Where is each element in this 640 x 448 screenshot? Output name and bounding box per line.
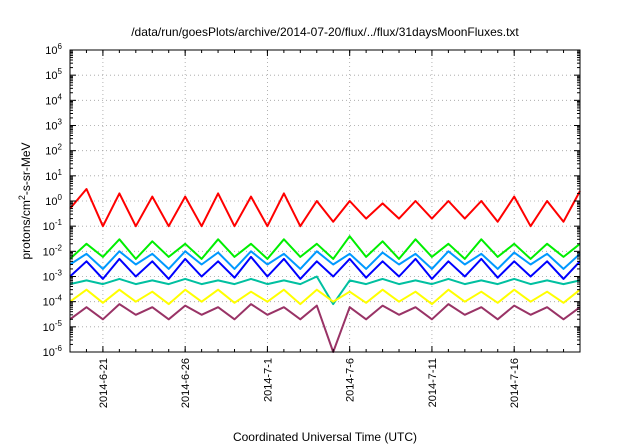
series-line-5 <box>69 275 581 306</box>
series-line-2 <box>69 235 581 260</box>
y-tick-label: 104 <box>45 92 62 107</box>
axis-ticks <box>69 49 581 353</box>
data-series <box>69 188 581 353</box>
series-line-3 <box>69 255 581 280</box>
y-tick-label: 10-2 <box>43 243 63 258</box>
series-line-1 <box>69 188 581 228</box>
y-tick-label: 10-5 <box>43 319 63 334</box>
chart-title: /data/run/goesPlots/archive/2014-07-20/f… <box>131 25 519 39</box>
x-tick-label: 2014-7-16 <box>509 358 521 408</box>
x-tick-label: 2014-7-6 <box>345 358 357 402</box>
x-tick-label: 2014-7-11 <box>427 358 439 407</box>
y-tick-label: 10-1 <box>43 218 63 233</box>
y-tick-label: 105 <box>45 67 62 82</box>
grid-lines <box>70 50 580 352</box>
y-tick-label: 100 <box>45 193 62 208</box>
y-tick-label: 10-6 <box>43 344 63 359</box>
series-line-6 <box>69 288 581 306</box>
series-line-4 <box>69 250 581 270</box>
x-tick-labels: 2014-6-21 2014-6-26 2014-7-1 2014-7-6 2014-7… <box>98 358 521 408</box>
y-axis-title: protons/cm2-s-sr-MeV <box>17 142 33 259</box>
y-tick-label: 10-4 <box>43 294 63 309</box>
y-tick-label: 106 <box>45 42 62 57</box>
x-axis-title: Coordinated Universal Time (UTC) <box>233 430 417 444</box>
y-tick-labels: 10-6 10-5 10-4 10-3 10-2 10-1 100 101 102 103 104 1… <box>43 42 63 359</box>
y-tick-label: 103 <box>45 118 62 133</box>
y-tick-label: 10-3 <box>43 269 63 284</box>
x-tick-label: 2014-7-1 <box>262 358 274 402</box>
series-line-7 <box>69 303 581 353</box>
x-tick-label: 2014-6-26 <box>180 358 192 408</box>
y-tick-label: 102 <box>45 143 62 158</box>
x-tick-label: 2014-6-21 <box>98 358 110 408</box>
y-tick-label: 101 <box>45 168 62 183</box>
